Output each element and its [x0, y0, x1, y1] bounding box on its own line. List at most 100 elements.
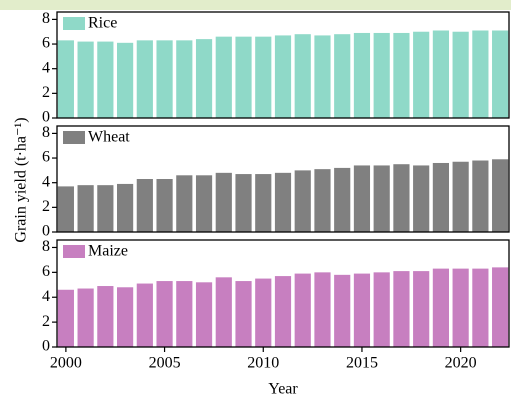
bar — [215, 277, 232, 347]
bar — [136, 40, 153, 118]
bar — [255, 278, 272, 347]
bar — [294, 170, 311, 232]
top-band — [0, 0, 511, 10]
x-tick-label: 2010 — [247, 355, 279, 372]
bar — [334, 274, 351, 347]
y-axis-label: Grain yield (t·ha⁻¹) — [13, 117, 30, 242]
bar — [195, 175, 213, 232]
bar — [235, 174, 252, 232]
y-tick-label: 4 — [42, 59, 50, 76]
x-tick-label: 2000 — [50, 355, 82, 372]
bar — [432, 30, 449, 118]
bar — [334, 167, 351, 232]
bar — [136, 283, 153, 347]
bar — [373, 32, 390, 118]
bar — [393, 271, 410, 347]
bar — [97, 286, 114, 347]
bar — [255, 174, 272, 232]
x-axis-label: Year — [268, 381, 298, 398]
bar — [413, 271, 430, 347]
bar — [57, 186, 74, 232]
y-tick-label: 4 — [42, 288, 50, 305]
bar — [97, 41, 114, 119]
bar — [452, 161, 469, 232]
y-tick-label: 0 — [42, 109, 50, 126]
bar — [235, 281, 252, 347]
y-tick-label: 8 — [42, 124, 50, 141]
y-tick-label: 0 — [42, 338, 50, 355]
bar — [353, 32, 371, 118]
bar — [136, 179, 153, 232]
y-tick-label: 2 — [42, 198, 50, 215]
bar — [353, 273, 371, 347]
bar — [117, 42, 134, 119]
y-tick-label: 2 — [42, 84, 50, 101]
bar — [156, 281, 173, 347]
bar — [176, 175, 193, 232]
y-tick-label: 8 — [42, 10, 50, 27]
bar — [274, 276, 292, 347]
bar — [353, 165, 371, 232]
bar — [472, 268, 489, 347]
bar — [294, 273, 311, 347]
bar — [57, 40, 74, 118]
y-tick-label: 6 — [42, 35, 50, 52]
bar — [492, 30, 509, 118]
bar — [274, 35, 292, 118]
bar — [334, 34, 351, 118]
legend-swatch — [63, 131, 85, 144]
bar — [215, 36, 232, 118]
x-tick-label: 2020 — [445, 355, 477, 372]
bar — [373, 165, 390, 232]
y-tick-label: 6 — [42, 149, 50, 166]
bar — [472, 160, 489, 232]
bar — [195, 39, 213, 118]
bar — [452, 31, 469, 118]
bar — [57, 289, 74, 347]
bar — [195, 282, 213, 347]
bar — [432, 162, 449, 232]
legend-label: Maize — [88, 243, 128, 260]
bar — [235, 36, 252, 118]
legend-swatch — [63, 245, 85, 258]
bar — [156, 179, 173, 232]
panel-frame — [56, 125, 510, 233]
bar — [393, 164, 410, 232]
bar — [393, 32, 410, 118]
x-tick-label: 2005 — [149, 355, 181, 372]
bar — [156, 40, 173, 118]
legend-label: Rice — [88, 15, 117, 32]
y-tick-label: 0 — [42, 223, 50, 240]
bar — [492, 267, 509, 347]
x-tick-label: 2015 — [346, 355, 378, 372]
bar — [77, 185, 94, 232]
bar — [294, 34, 311, 118]
bar — [452, 268, 469, 347]
bar — [432, 268, 449, 347]
y-tick-label: 8 — [42, 238, 50, 255]
bar — [274, 172, 292, 232]
bar — [413, 165, 430, 232]
bar — [77, 288, 94, 347]
legend-label: Wheat — [88, 129, 130, 146]
bar — [314, 169, 331, 232]
bar — [215, 172, 232, 232]
y-tick-label: 6 — [42, 263, 50, 280]
bar — [97, 185, 114, 232]
y-tick-label: 2 — [42, 313, 50, 330]
bar — [176, 281, 193, 347]
bar — [413, 31, 430, 118]
bar — [117, 183, 134, 232]
bar — [176, 40, 193, 118]
bar — [255, 36, 272, 118]
panel-frame — [56, 239, 510, 348]
bar — [492, 159, 509, 232]
bar — [117, 287, 134, 347]
bar — [314, 272, 331, 347]
bar — [373, 272, 390, 347]
bar — [77, 41, 94, 119]
legend-swatch — [63, 17, 85, 30]
panel-frame — [56, 11, 510, 119]
y-tick-label: 4 — [42, 173, 50, 190]
